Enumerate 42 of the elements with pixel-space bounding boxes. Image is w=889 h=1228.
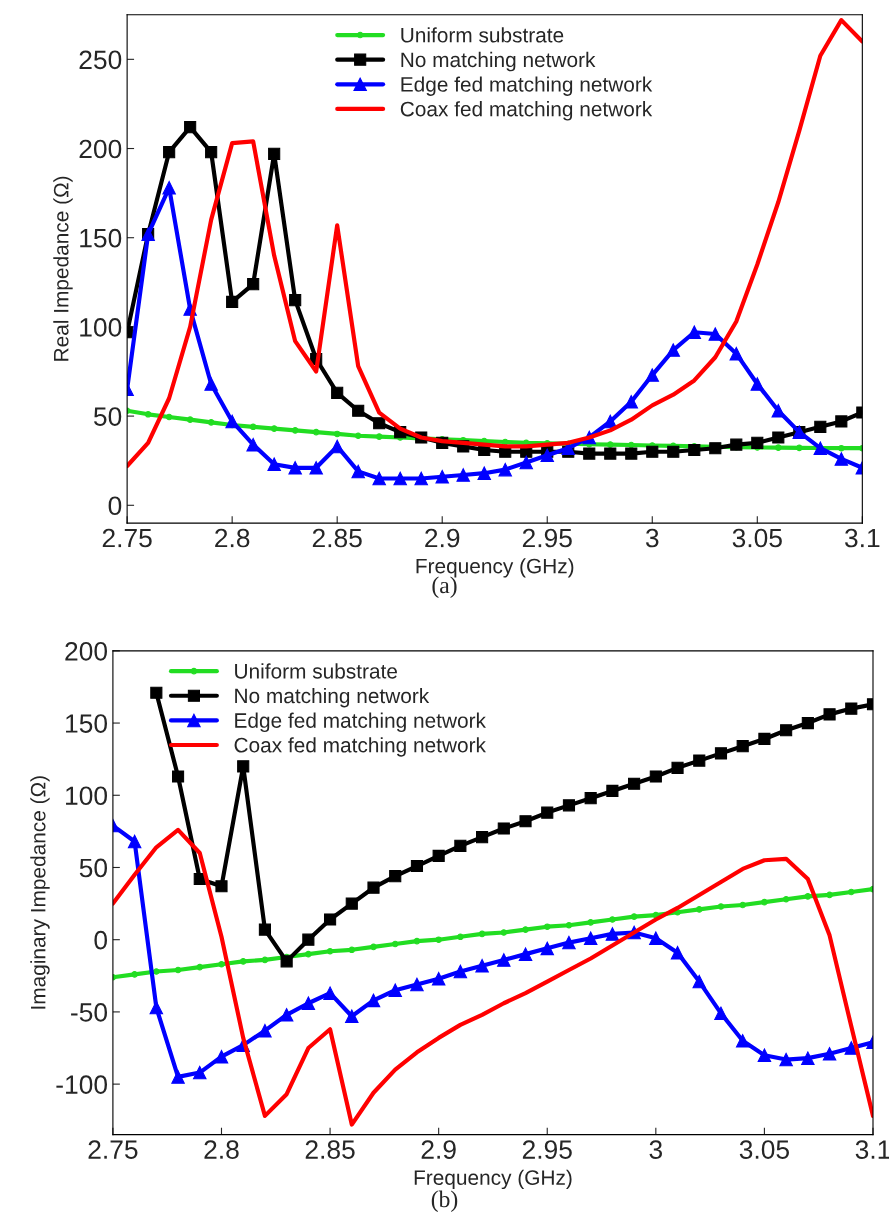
x-axis-title: Frequency (GHz) (414, 1169, 572, 1190)
y-tick-label: 0 (108, 496, 122, 516)
x-tick-label: 3.1 (845, 528, 880, 548)
y-tick-label: 200 (79, 139, 122, 159)
y-tick-label: 50 (93, 407, 122, 426)
x-tick-label: 3.05 (739, 1140, 789, 1159)
x-tick-label: 2.85 (305, 1140, 355, 1159)
legend-label: No matching network (235, 687, 430, 708)
x-tick-label: 3 (645, 528, 659, 548)
x-tick-label: 2.85 (312, 528, 362, 548)
x-tick-label: 2.9 (425, 528, 460, 548)
y-tick-label: 250 (79, 50, 122, 70)
x-axis-title: Frequency (GHz) (416, 558, 574, 578)
x-tick-label: 2.95 (522, 528, 572, 548)
y-tick-label: 0 (94, 930, 108, 950)
legend-label: Coax fed matching network (400, 101, 653, 121)
y-tick-label: 100 (80, 318, 122, 337)
y-tick-label: -50 (71, 1003, 108, 1022)
legend-label: Edge fed matching network (401, 76, 653, 96)
legend-label: Coax fed matching network (234, 737, 486, 757)
legend-label: Uniform substrate (401, 27, 564, 43)
legend-label: No matching network (401, 51, 596, 72)
x-tick-label: 3.05 (732, 528, 782, 548)
y-tick-label: 100 (66, 786, 108, 806)
y-tick-label: 150 (80, 228, 122, 248)
text: (a) (432, 576, 457, 599)
x-tick-label: 2.75 (102, 528, 152, 548)
y-tick-label: 200 (65, 641, 108, 661)
y-tick-label: 50 (79, 858, 108, 878)
x-tick-label: 2.9 (421, 1140, 456, 1159)
y-axis-title: Real Impedance (Ω) (53, 176, 73, 361)
y-tick-label: -100 (56, 1075, 108, 1094)
legend-label: Edge fed matching network (235, 712, 486, 733)
legend-label: Uniform substrate (235, 663, 397, 679)
x-tick-label: 2.75 (88, 1140, 138, 1159)
x-tick-label: 3 (649, 1140, 663, 1159)
x-tick-label: 2.8 (215, 528, 250, 548)
x-tick-label: 2.95 (522, 1140, 572, 1159)
y-tick-label: 150 (66, 714, 108, 733)
x-tick-label: 2.8 (204, 1140, 239, 1159)
y-axis-title: Imaginary Impedance (Ω) (30, 776, 50, 1009)
text: (b) (431, 1190, 458, 1213)
